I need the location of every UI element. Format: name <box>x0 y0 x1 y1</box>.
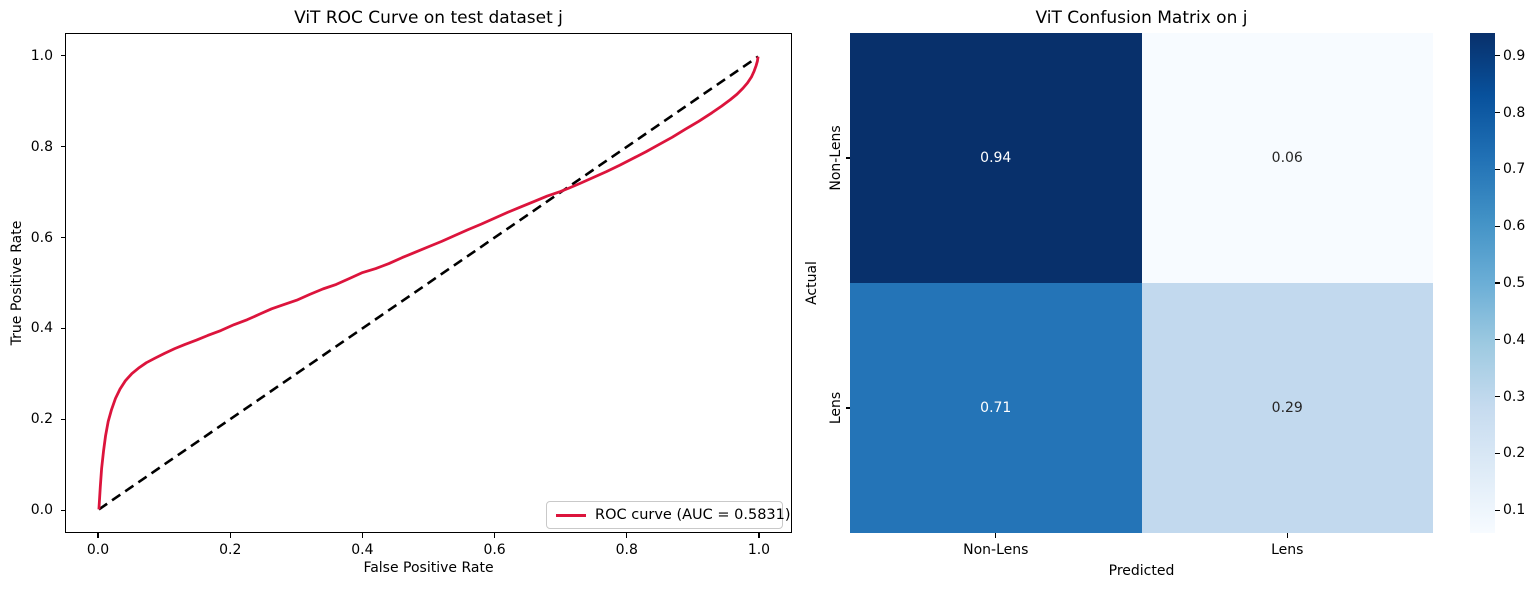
x-tick-mark <box>229 533 231 538</box>
colorbar-tick-mark <box>1495 225 1500 227</box>
cm-y-tick-label: Non-Lens <box>828 125 844 191</box>
colorbar-tick-label: 0.6 <box>1503 218 1526 235</box>
x-tick-mark <box>758 533 760 538</box>
cm-xaxis-label: Predicted <box>1108 563 1175 579</box>
cm-x-tick-label: Lens <box>1271 542 1304 558</box>
x-tick-mark <box>361 533 363 538</box>
x-tick-label: 0.6 <box>483 542 506 558</box>
cm-x-tick-mark <box>995 533 997 538</box>
cm-yaxis-label: Actual <box>804 261 820 305</box>
colorbar-tick-mark <box>1495 111 1500 114</box>
heatmap-cell: 0.71 <box>850 283 1142 533</box>
y-tick-label: 0.6 <box>30 229 53 246</box>
heatmap-cell-value: 0.94 <box>980 150 1012 166</box>
confusion-matrix-heatmap: 0.94 0.06 0.71 0.29 <box>850 33 1433 533</box>
colorbar-gradient <box>1470 33 1495 533</box>
colorbar-tick-label: 0.7 <box>1503 161 1526 178</box>
x-tick-label: 0.8 <box>615 542 638 558</box>
cm-x-tick-label: Non-Lens <box>963 542 1029 558</box>
y-tick-mark <box>60 509 65 511</box>
x-tick-label: 1.0 <box>747 542 771 558</box>
colorbar-tick-label: 0.3 <box>1503 388 1526 405</box>
y-tick-mark <box>60 418 65 420</box>
y-tick-label: 0.8 <box>30 138 53 155</box>
y-tick-mark <box>60 55 65 57</box>
cm-x-tick-mark <box>1286 533 1288 538</box>
colorbar-tick-mark <box>1495 168 1500 170</box>
roc-curve-svg <box>97 55 760 511</box>
roc-legend-line-sample <box>556 513 586 517</box>
colorbar-tick-mark <box>1495 282 1500 284</box>
heatmap-cell-value: 0.29 <box>1271 400 1303 416</box>
colorbar-tick-label: 0.5 <box>1503 275 1526 291</box>
y-tick-mark <box>60 327 65 330</box>
cm-y-tick-mark <box>845 157 850 159</box>
chance-diagonal-line <box>98 55 759 511</box>
x-tick-label: 0.0 <box>86 542 110 558</box>
roc-xaxis-label: False Positive Rate <box>363 560 494 576</box>
heatmap-cell-value: 0.71 <box>980 400 1012 416</box>
colorbar-tick-mark <box>1495 55 1500 57</box>
roc-plot-title: ViT ROC Curve on test dataset j <box>294 8 563 28</box>
cm-y-tick-label: Lens <box>828 391 844 425</box>
heatmap-cell: 0.06 <box>1141 33 1433 283</box>
cm-plot-title: ViT Confusion Matrix on j <box>1035 8 1248 28</box>
y-tick-label: 1.0 <box>30 47 53 64</box>
x-tick-label: 0.4 <box>351 542 374 558</box>
colorbar-tick-mark <box>1495 452 1500 455</box>
y-tick-label: 0.2 <box>30 411 53 428</box>
heatmap-cell-value: 0.06 <box>1271 150 1303 166</box>
roc-curve-line <box>97 56 760 510</box>
roc-legend: ROC curve (AUC = 0.5831) <box>546 501 791 529</box>
colorbar-tick-label: 0.9 <box>1503 47 1526 64</box>
y-tick-mark <box>60 236 65 239</box>
y-tick-label: 0.4 <box>30 320 53 337</box>
colorbar-tick-mark <box>1495 396 1500 398</box>
y-tick-label: 0.0 <box>30 502 53 519</box>
y-tick-mark <box>60 146 65 148</box>
cm-y-tick-mark <box>845 407 850 409</box>
roc-legend-label: ROC curve (AUC = 0.5831) <box>595 507 791 523</box>
colorbar-tick-label: 0.2 <box>1503 445 1526 462</box>
colorbar-tick-label: 0.4 <box>1503 331 1526 348</box>
colorbar-tick-label: 0.1 <box>1503 502 1526 519</box>
heatmap-cell: 0.94 <box>850 33 1142 283</box>
colorbar-tick-mark <box>1495 339 1500 341</box>
colorbar-tick-mark <box>1495 509 1500 511</box>
x-tick-mark <box>97 533 99 538</box>
x-tick-label: 0.2 <box>219 542 242 558</box>
heatmap-cell: 0.29 <box>1141 283 1433 533</box>
x-tick-mark <box>493 533 496 538</box>
x-tick-mark <box>626 533 628 538</box>
roc-axes: ROC curve (AUC = 0.5831) <box>65 33 792 533</box>
colorbar-tick-label: 0.8 <box>1503 104 1526 121</box>
